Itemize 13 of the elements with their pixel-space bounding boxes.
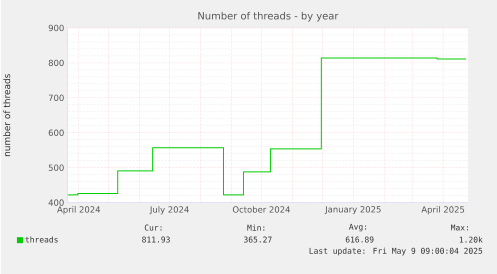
chart-title: Number of threads - by year xyxy=(198,12,338,22)
x-tick-label: January 2025 xyxy=(324,206,381,214)
y-tick-label: 800 xyxy=(48,59,64,66)
y-tick-label: 600 xyxy=(48,129,64,136)
y-axis-title: number of threads xyxy=(3,74,10,156)
y-tick-label: 500 xyxy=(48,164,64,171)
y-tick-label: 700 xyxy=(48,94,64,101)
x-tick-label: July 2024 xyxy=(149,206,189,214)
y-tick-label: 900 xyxy=(48,24,64,31)
x-tick-label: October 2024 xyxy=(232,206,290,212)
y-tick-label: 400 xyxy=(48,199,64,206)
x-tick-label: April 2024 xyxy=(57,206,100,214)
x-tick-label: April 2025 xyxy=(421,206,464,214)
